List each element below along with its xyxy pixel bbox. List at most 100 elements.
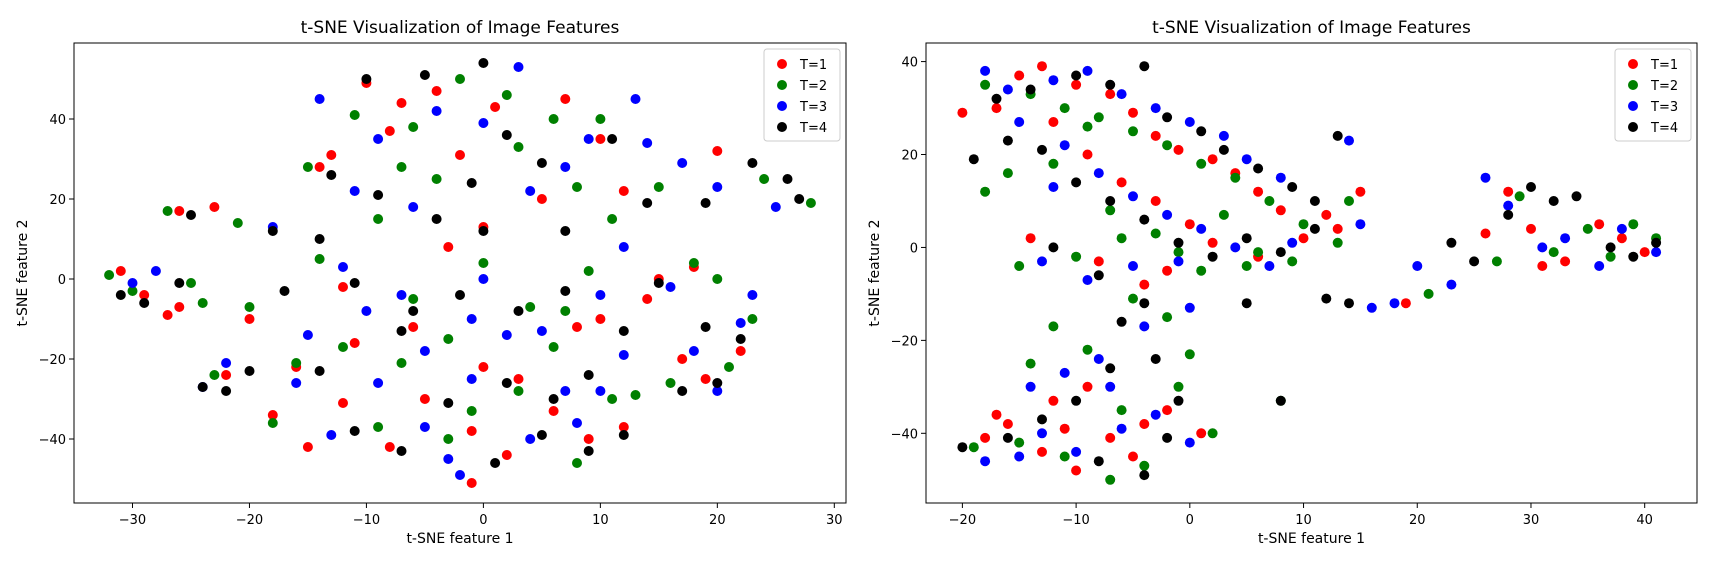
data-point (1014, 117, 1025, 127)
data-point (1184, 437, 1195, 448)
data-point (466, 178, 477, 188)
x-tick-label: −20 (236, 513, 263, 528)
data-point (1014, 451, 1025, 462)
data-point (1082, 344, 1093, 355)
data-point (209, 202, 220, 212)
data-point (1139, 460, 1150, 471)
data-point (1196, 223, 1207, 234)
data-point (267, 226, 278, 236)
data-point (1207, 237, 1218, 248)
data-point (1037, 414, 1047, 425)
data-point (1173, 256, 1184, 267)
x-tick-label: −30 (119, 513, 146, 528)
data-point (560, 306, 571, 316)
legend-marker (1628, 59, 1638, 69)
data-point (139, 298, 150, 308)
data-point (1264, 261, 1275, 271)
legend-marker (777, 122, 787, 132)
data-point (1389, 298, 1400, 309)
data-point (197, 298, 208, 308)
data-point (1173, 381, 1184, 392)
data-point (712, 274, 723, 284)
data-point (1355, 186, 1366, 197)
data-point (1093, 354, 1104, 364)
data-point (349, 338, 360, 348)
data-point (1537, 242, 1548, 253)
data-point (1628, 219, 1639, 230)
data-point (314, 254, 325, 264)
data-point (513, 306, 524, 316)
data-point (525, 434, 536, 444)
data-point (1093, 256, 1104, 267)
data-point (747, 158, 758, 168)
y-tick-label: 40 (901, 56, 918, 71)
y-tick-label: 40 (49, 113, 66, 128)
data-point (1128, 293, 1138, 304)
data-point (1002, 135, 1013, 146)
data-point (572, 182, 582, 192)
data-point (1184, 302, 1195, 313)
data-point (1230, 172, 1241, 183)
data-point (349, 426, 360, 436)
data-point (595, 290, 606, 300)
data-point (1139, 279, 1150, 290)
data-point (1128, 107, 1138, 118)
data-point (1162, 112, 1173, 123)
data-point (1241, 154, 1252, 165)
data-point (1173, 247, 1184, 258)
data-point (1105, 89, 1116, 100)
data-point (466, 314, 477, 324)
data-point (501, 330, 512, 340)
chart-title: t-SNE Visualization of Image Features (1152, 18, 1471, 38)
legend-box (763, 48, 841, 142)
data-point (478, 362, 489, 372)
series-T=1 (115, 78, 746, 488)
data-point (361, 306, 372, 316)
data-point (338, 398, 348, 408)
data-point (455, 150, 465, 160)
data-point (431, 86, 442, 96)
data-point (1173, 144, 1184, 155)
data-point (513, 386, 524, 396)
data-point (1025, 84, 1036, 95)
data-point (501, 450, 512, 460)
data-point (1298, 233, 1309, 244)
data-point (560, 386, 571, 396)
data-point (1412, 261, 1423, 271)
x-tick-label: 0 (479, 513, 487, 528)
data-point (314, 94, 325, 104)
data-point (408, 202, 419, 212)
data-point (1298, 219, 1309, 230)
data-point (244, 314, 255, 324)
data-point (1548, 247, 1559, 258)
data-point (419, 70, 430, 80)
data-point (618, 350, 629, 360)
data-point (630, 94, 641, 104)
y-tick-label: 0 (910, 241, 918, 256)
data-point (595, 386, 606, 396)
data-point (1639, 247, 1650, 258)
data-point (396, 290, 407, 300)
data-point (1150, 130, 1161, 141)
y-tick-label: 0 (58, 273, 66, 288)
data-point (1002, 419, 1013, 429)
data-point (1162, 265, 1173, 276)
data-point (1162, 432, 1173, 443)
data-point (595, 114, 606, 124)
data-point (1332, 223, 1343, 234)
data-point (560, 226, 571, 236)
data-point (560, 94, 571, 104)
data-point (991, 103, 1002, 114)
data-point (653, 278, 664, 288)
data-point (1105, 79, 1116, 90)
data-point (1139, 470, 1150, 481)
y-tick-label: −40 (39, 433, 66, 448)
data-point (1344, 135, 1354, 146)
data-point (162, 310, 173, 320)
data-point (688, 258, 699, 268)
data-point (1014, 70, 1025, 81)
data-point (735, 318, 746, 328)
data-point (1480, 172, 1491, 183)
data-point (466, 374, 477, 384)
data-point (805, 198, 816, 208)
